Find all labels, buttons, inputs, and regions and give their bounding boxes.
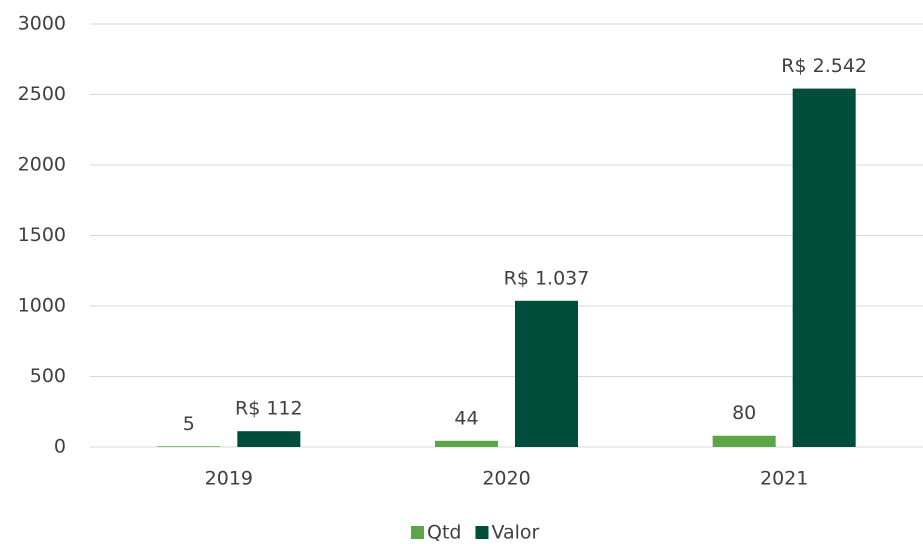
data-label: 80 — [732, 402, 756, 424]
x-tick-label: 2020 — [482, 468, 530, 490]
data-label: 5 — [183, 413, 195, 435]
bar — [515, 300, 578, 447]
data-label: R$ 112 — [235, 398, 303, 420]
legend-label: Valor — [491, 522, 539, 544]
y-tick-label: 500 — [30, 365, 66, 387]
y-tick-label: 1000 — [18, 295, 66, 317]
y-tick-label: 2000 — [18, 154, 66, 176]
bar — [157, 446, 221, 447]
y-tick-label: 3000 — [18, 13, 66, 35]
y-tick-label: 0 — [54, 436, 66, 458]
legend-swatch — [475, 526, 489, 539]
x-tick-label: 2021 — [760, 468, 808, 490]
legend-label: Qtd — [427, 522, 461, 544]
data-label: 44 — [454, 407, 478, 429]
bar — [792, 88, 856, 447]
y-tick-label: 1500 — [18, 224, 66, 246]
bar — [237, 431, 301, 447]
bar — [712, 435, 776, 447]
data-label: R$ 2.542 — [781, 55, 867, 77]
bar — [435, 440, 498, 447]
x-tick-label: 2019 — [205, 468, 253, 490]
y-tick-label: 2500 — [18, 83, 66, 105]
legend-swatch — [411, 526, 424, 539]
data-label: R$ 1.037 — [504, 267, 590, 289]
